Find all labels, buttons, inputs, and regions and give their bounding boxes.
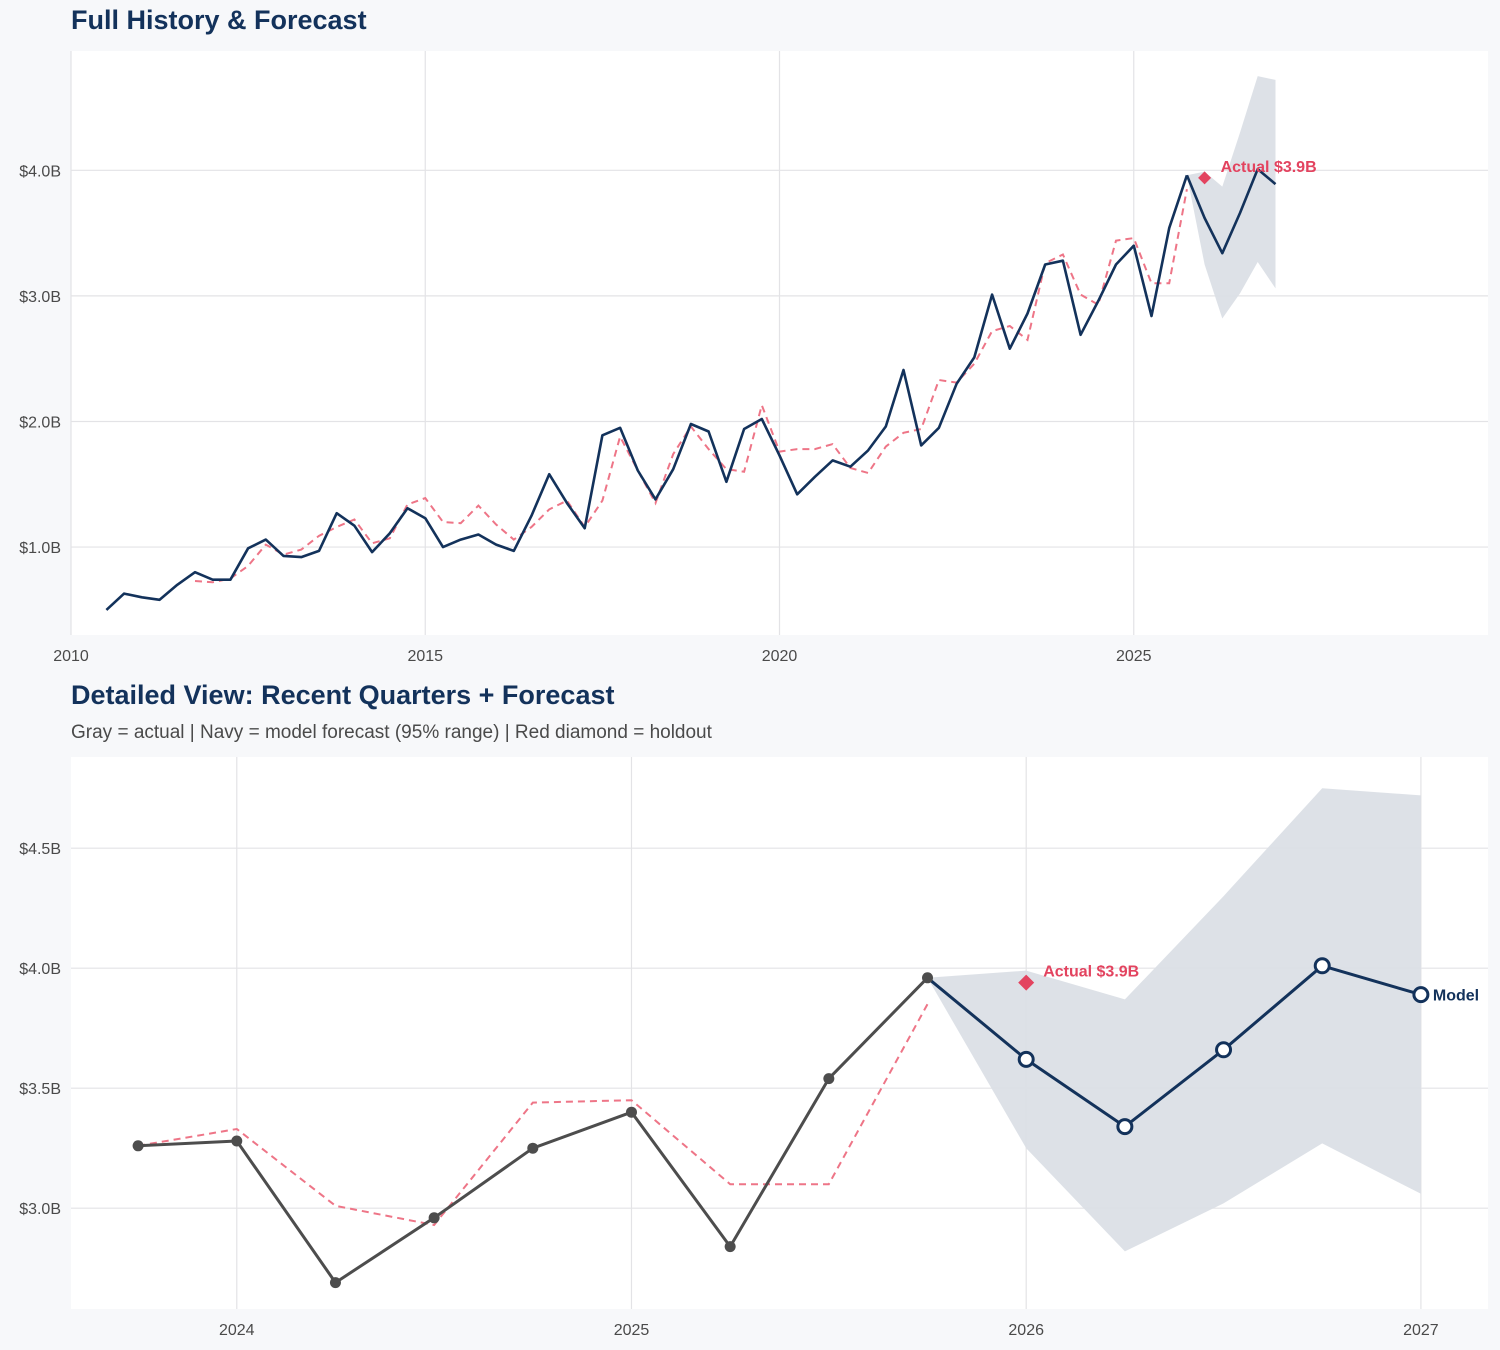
actual-line [105,174,1189,611]
forecast-95-range-band [927,788,1421,1252]
holdout-diamond [1018,974,1035,991]
y-tick-label: $3.0B [19,289,61,306]
x-tick-label: 2010 [53,648,89,665]
actual-point [428,1212,440,1224]
actual-point [625,1106,637,1118]
y-tick-label: $1.0B [19,540,61,557]
forecast-point [1017,1050,1035,1068]
forecast-point [1116,1118,1134,1136]
y-tick-label: $4.5B [19,841,61,858]
y-tick-label: $3.5B [19,1081,61,1098]
fitted-dashed-line [137,1003,929,1227]
actual-point [231,1135,243,1147]
chart-subtitle-legend: Gray = actual | Navy = model forecast (9… [71,722,712,743]
actual-point [329,1277,341,1289]
chart-title-detailed-view: Detailed View: Recent Quarters + Forecas… [71,680,615,710]
actual-point [823,1073,835,1085]
x-tick-label: 2025 [614,1322,650,1339]
y-tick-label: $4.0B [19,163,61,180]
x-tick-label: 2020 [762,648,798,665]
full-history-chart: 2010 2015 2020 2025 $1.0B $2.0B $3.0B $4.0B Actu… [19,51,1488,665]
forecast-point [1412,986,1430,1004]
x-tick-label: 2025 [1116,648,1152,665]
holdout-label: Actual $3.9B [1221,159,1317,176]
forecast-point [1313,957,1331,975]
actual-point [527,1142,539,1154]
actual-point [724,1241,736,1253]
x-tick-label: 2015 [407,648,443,665]
x-tick-label: 2026 [1008,1322,1044,1339]
forecast-95-range-band [1186,76,1276,319]
holdout-label: Actual $3.9B [1043,964,1139,981]
forecast-line [926,964,1422,1129]
actual-point [922,972,934,984]
forecast-point [1215,1041,1233,1059]
x-tick-label: 2024 [219,1322,255,1339]
model-end-label: Model [1433,988,1479,1005]
y-tick-label: $3.0B [19,1201,61,1218]
holdout-diamond [1198,171,1212,185]
x-tick-label: 2027 [1403,1322,1439,1339]
actual-point [132,1140,144,1152]
y-tick-label: $4.0B [19,961,61,978]
y-tick-label: $2.0B [19,414,61,431]
chart-title-full-history: Full History & Forecast [71,5,367,35]
forecast-line [1185,167,1277,255]
